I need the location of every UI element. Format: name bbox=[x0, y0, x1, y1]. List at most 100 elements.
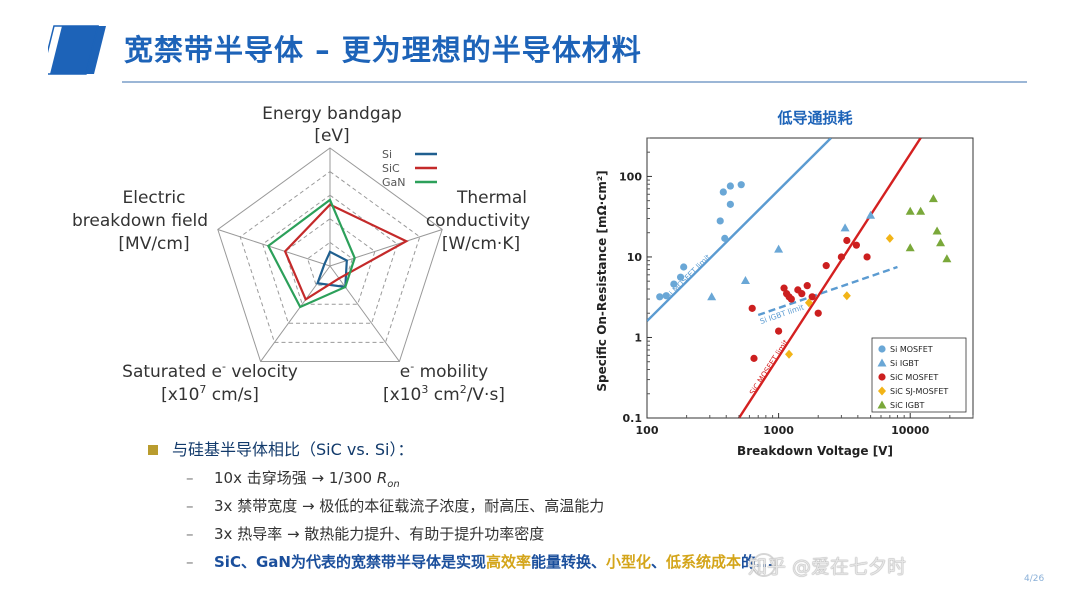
limit-line bbox=[757, 265, 898, 317]
legend-marker bbox=[877, 400, 887, 409]
bullet-item: – 10x 击穿场强 → 1/300 Ron bbox=[148, 465, 978, 493]
radar-legend-label: GaN bbox=[382, 176, 406, 189]
bullet-dash: – bbox=[186, 525, 194, 543]
page-number: 4/26 bbox=[1024, 574, 1045, 584]
legend-marker bbox=[877, 358, 887, 367]
axis-label-velocity-2: [x107 cm/s] bbox=[161, 383, 259, 405]
data-point bbox=[750, 354, 758, 362]
chart-legend: Si MOSFET Si IGBT SiC MOSFET SiC SJ-MOSFET S… bbox=[871, 337, 967, 413]
x-axis-label: Breakdown Voltage [V] bbox=[737, 444, 893, 458]
legend-marker bbox=[878, 386, 886, 396]
radar-grid-ring bbox=[239, 170, 421, 343]
data-point bbox=[726, 200, 734, 208]
legend-marker bbox=[878, 345, 886, 353]
data-point bbox=[840, 223, 850, 232]
data-point bbox=[885, 233, 894, 243]
radar-grid-ring bbox=[262, 194, 398, 324]
axis-label-thermal-1: Thermal bbox=[456, 188, 527, 208]
data-point bbox=[866, 210, 876, 219]
axis-label-bandgap-1: Energy bandgap bbox=[262, 104, 402, 124]
data-point bbox=[656, 293, 664, 301]
bullet-dash: – bbox=[186, 553, 194, 571]
watermark: 知乎 @爱在七夕时 bbox=[748, 556, 907, 578]
axis-label-mobility-1: e- mobility bbox=[400, 360, 489, 382]
legend-label: Si IGBT bbox=[890, 359, 919, 368]
y-axis-label: Specific On-Resistance [mΩ·cm²] bbox=[595, 170, 609, 391]
bullet-item-conclusion: – SiC、GaN为代表的宽禁带半导体是实现高效率能量转换、小型化、低系统成本的… bbox=[148, 549, 978, 577]
radar-grid bbox=[217, 147, 443, 362]
radar-axis-line bbox=[329, 229, 443, 267]
axis-label-mobility-2: [x103 cm2/V·s] bbox=[383, 383, 505, 405]
bullet-text: 10x 击穿场强 → 1/300 Ron bbox=[214, 469, 400, 490]
data-point bbox=[808, 293, 816, 301]
radar-legend-label: Si bbox=[382, 148, 392, 161]
axis-label-velocity-1: Saturated e- velocity bbox=[122, 360, 298, 382]
data-point bbox=[905, 206, 915, 215]
data-point bbox=[798, 290, 806, 298]
data-point bbox=[852, 241, 860, 249]
data-point bbox=[928, 194, 938, 203]
radar-series-sic bbox=[283, 203, 409, 302]
data-point bbox=[916, 206, 926, 215]
chart-title: 低导通损耗 bbox=[776, 109, 852, 127]
bullet-text: 3x 禁带宽度 → 极低的本征载流子浓度，耐高压、高温能力 bbox=[214, 497, 605, 515]
data-point bbox=[905, 243, 915, 252]
data-point bbox=[804, 298, 813, 308]
bullet-heading-row: 与硅基半导体相比（SiC vs. Si）： bbox=[148, 437, 978, 465]
y-tick-label: 10 bbox=[627, 251, 643, 264]
legend-label: SiC MOSFET bbox=[890, 373, 938, 382]
data-point bbox=[774, 244, 784, 253]
data-point bbox=[662, 292, 670, 300]
data-point bbox=[775, 327, 783, 335]
data-point bbox=[803, 282, 811, 290]
radar-chart: Energy bandgap [eV] Thermal conductivity… bbox=[72, 104, 530, 405]
data-point bbox=[707, 292, 717, 301]
bullet-item: – 3x 热导率 → 散热能力提升、有助于提升功率密度 bbox=[148, 521, 978, 549]
data-point bbox=[780, 284, 788, 292]
radar-series bbox=[266, 198, 409, 309]
data-point bbox=[670, 280, 678, 288]
legend-marker bbox=[878, 373, 886, 381]
bullet-text: SiC、GaN为代表的宽禁带半导体是实现高效率能量转换、小型化、低系统成本的..… bbox=[214, 553, 774, 571]
legend-label: SiC SJ-MOSFET bbox=[890, 387, 948, 396]
y-tick-label: 1 bbox=[634, 331, 642, 344]
data-point bbox=[842, 291, 851, 301]
bullet-heading: 与硅基半导体相比（SiC vs. Si）： bbox=[172, 440, 414, 459]
bullet-item: – 3x 禁带宽度 → 极低的本征载流子浓度，耐高压、高温能力 bbox=[148, 493, 978, 521]
data-points bbox=[656, 181, 952, 362]
radar-legend-label: SiC bbox=[382, 162, 400, 175]
data-point bbox=[721, 234, 729, 242]
x-tick-label: 10000 bbox=[891, 424, 930, 437]
data-point bbox=[719, 188, 727, 196]
y-tick-label: 0.1 bbox=[623, 412, 643, 425]
data-point bbox=[680, 263, 688, 271]
data-point bbox=[843, 236, 851, 245]
legend-label: Si MOSFET bbox=[890, 345, 933, 354]
bullet-list: 与硅基半导体相比（SiC vs. Si）： – 10x 击穿场强 → 1/300… bbox=[148, 437, 978, 577]
y-tick-label: 100 bbox=[619, 170, 642, 183]
bullet-marker bbox=[148, 445, 158, 455]
axis-label-breakdown-1: Electric bbox=[123, 188, 186, 208]
data-point bbox=[740, 275, 750, 284]
radar-grid-ring bbox=[217, 147, 443, 362]
radar-series-gan bbox=[266, 198, 356, 309]
data-point bbox=[863, 253, 871, 261]
radar-axis-line bbox=[217, 229, 331, 267]
data-point bbox=[785, 349, 794, 359]
data-point bbox=[787, 295, 795, 303]
radar-series-si bbox=[316, 250, 348, 289]
data-point bbox=[737, 181, 745, 189]
data-point bbox=[814, 309, 822, 317]
slide-title: 宽禁带半导体 – 更为理想的半导体材料 bbox=[124, 33, 642, 67]
axis-label-thermal-2: conductivity bbox=[426, 211, 530, 231]
title-decoration bbox=[48, 25, 106, 75]
axis-ticks: 100 1000 10000 0.1 1 10 100 bbox=[619, 137, 974, 437]
axis-label-thermal-3: [W/cm·K] bbox=[442, 234, 520, 254]
data-point bbox=[676, 273, 685, 281]
data-point bbox=[748, 304, 756, 312]
radar-axis-line bbox=[329, 265, 400, 362]
data-point bbox=[726, 182, 734, 190]
bullet-text: 3x 热导率 → 散热能力提升、有助于提升功率密度 bbox=[214, 525, 545, 543]
title-divider bbox=[122, 81, 1027, 83]
